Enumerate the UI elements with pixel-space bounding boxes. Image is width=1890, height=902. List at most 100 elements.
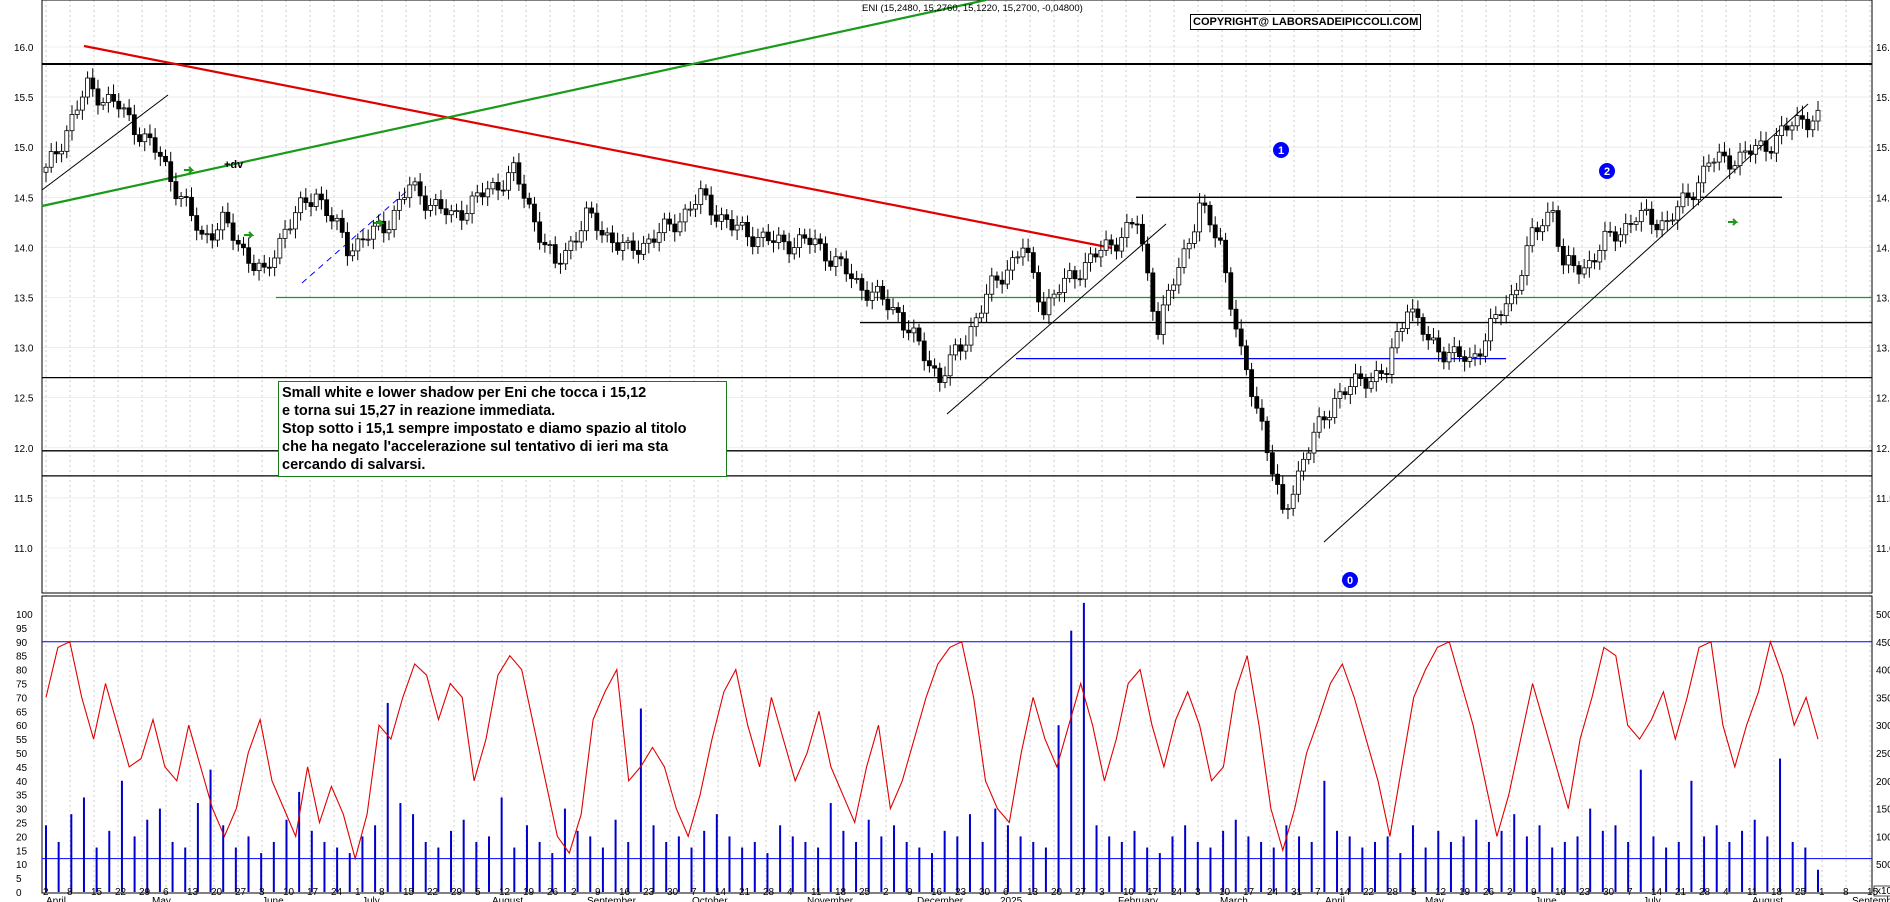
oscillator-tick: 35 — [16, 791, 28, 802]
price-tick-left: 15.5 — [14, 93, 34, 104]
candle-body — [267, 266, 272, 269]
candle-body — [630, 240, 636, 251]
candle-body — [1425, 333, 1431, 341]
wave-markers: 1 2 0 +dv — [184, 142, 1739, 588]
oscillator-tick: 40 — [16, 777, 28, 788]
volume-bar — [677, 836, 680, 892]
candle-body — [589, 207, 595, 214]
candle-body — [1301, 458, 1306, 472]
candle-body — [895, 307, 901, 313]
volume-bar — [1437, 830, 1440, 892]
candle-body — [781, 234, 787, 243]
volume-bar — [1652, 836, 1655, 892]
candle-body — [464, 213, 470, 221]
candle-body — [1768, 151, 1774, 154]
candle-body — [1056, 292, 1062, 295]
candle-body — [620, 242, 626, 251]
candle-body — [1462, 356, 1468, 362]
wave-marker — [1342, 572, 1358, 588]
candle-body — [53, 151, 59, 155]
candle-body — [750, 236, 756, 247]
signal-arrow — [244, 231, 255, 239]
date-tick: 16 — [1555, 887, 1567, 898]
volume-bar — [1222, 830, 1225, 892]
date-tick: 14 — [1651, 887, 1663, 898]
candle-body — [1555, 210, 1561, 247]
candle-body — [885, 298, 891, 311]
date-tick: 25 — [1795, 887, 1807, 898]
wave-marker — [1273, 142, 1289, 158]
volume-bar — [1120, 841, 1123, 892]
candle-body — [422, 195, 428, 211]
candle-body — [838, 256, 844, 260]
candle-body — [1306, 452, 1312, 460]
candle-body — [396, 199, 402, 211]
oscillator-tick: 70 — [16, 693, 28, 704]
volume-bar — [880, 836, 883, 892]
candle-body — [220, 211, 226, 231]
date-tick: 7 — [691, 887, 697, 898]
candle-body — [355, 238, 361, 252]
candle-body — [1789, 125, 1795, 131]
volume-bar — [488, 836, 490, 892]
candle-body — [1010, 257, 1015, 271]
date-tick: 10 — [1123, 887, 1135, 898]
volume-bar — [1538, 825, 1541, 892]
candle-body — [1405, 311, 1410, 329]
candle-body — [682, 208, 688, 223]
candle-body — [1124, 222, 1130, 238]
volume-bar — [475, 841, 478, 892]
candle-body — [604, 232, 610, 236]
candle-body — [1779, 125, 1785, 136]
candle-body — [719, 214, 724, 222]
candle-body — [1664, 220, 1670, 223]
volume-bar — [1677, 841, 1680, 892]
candle-body — [1784, 125, 1790, 131]
candle-body — [947, 354, 953, 377]
candle-body — [625, 240, 631, 243]
date-tick: 10 — [283, 887, 295, 898]
candle-body — [1368, 381, 1374, 389]
volume-tick: 40000 — [1876, 666, 1890, 677]
price-tick-left: 14.5 — [14, 193, 34, 204]
support-trendline — [1323, 103, 1809, 543]
volume-bar — [741, 847, 744, 892]
candle-body — [734, 224, 740, 231]
candle-body — [687, 208, 693, 211]
candle-body — [386, 229, 392, 234]
date-tick: 17 — [1147, 887, 1159, 898]
volume-bar — [1779, 758, 1782, 892]
oscillator-tick: 45 — [16, 763, 28, 774]
candle-body — [989, 275, 995, 295]
candle-body — [708, 194, 714, 216]
volume-bar — [298, 791, 301, 892]
price-tick-left: 13.5 — [14, 294, 34, 305]
candle-body — [1285, 508, 1291, 510]
date-tick: 13 — [187, 887, 199, 898]
candle-body — [921, 340, 927, 362]
candle-body — [1280, 484, 1286, 510]
candle-body — [1457, 346, 1462, 358]
volume-bar — [1298, 836, 1301, 892]
candle-body — [635, 250, 641, 255]
volume-bar — [108, 830, 111, 892]
volume-bar — [1424, 847, 1427, 892]
date-tick: 15 — [403, 887, 415, 898]
candle-body — [209, 233, 215, 241]
candle-body — [1082, 262, 1088, 280]
volume-tick: 25000 — [1876, 749, 1890, 760]
candle-body — [656, 232, 662, 243]
volume-tick: 50000 — [1876, 610, 1890, 621]
candle-body — [1197, 202, 1203, 233]
date-tick: 28 — [1387, 887, 1399, 898]
candle-body — [1316, 416, 1322, 433]
candle-body — [646, 238, 652, 244]
date-tick: 27 — [235, 887, 247, 898]
candle-body — [672, 223, 678, 233]
volume-bar — [905, 841, 908, 892]
candle-body — [1534, 227, 1540, 233]
price-tick-right: 12.5 — [1876, 394, 1890, 405]
candle-body — [448, 210, 454, 216]
volume-bar — [855, 841, 858, 892]
candle-body — [880, 285, 886, 300]
